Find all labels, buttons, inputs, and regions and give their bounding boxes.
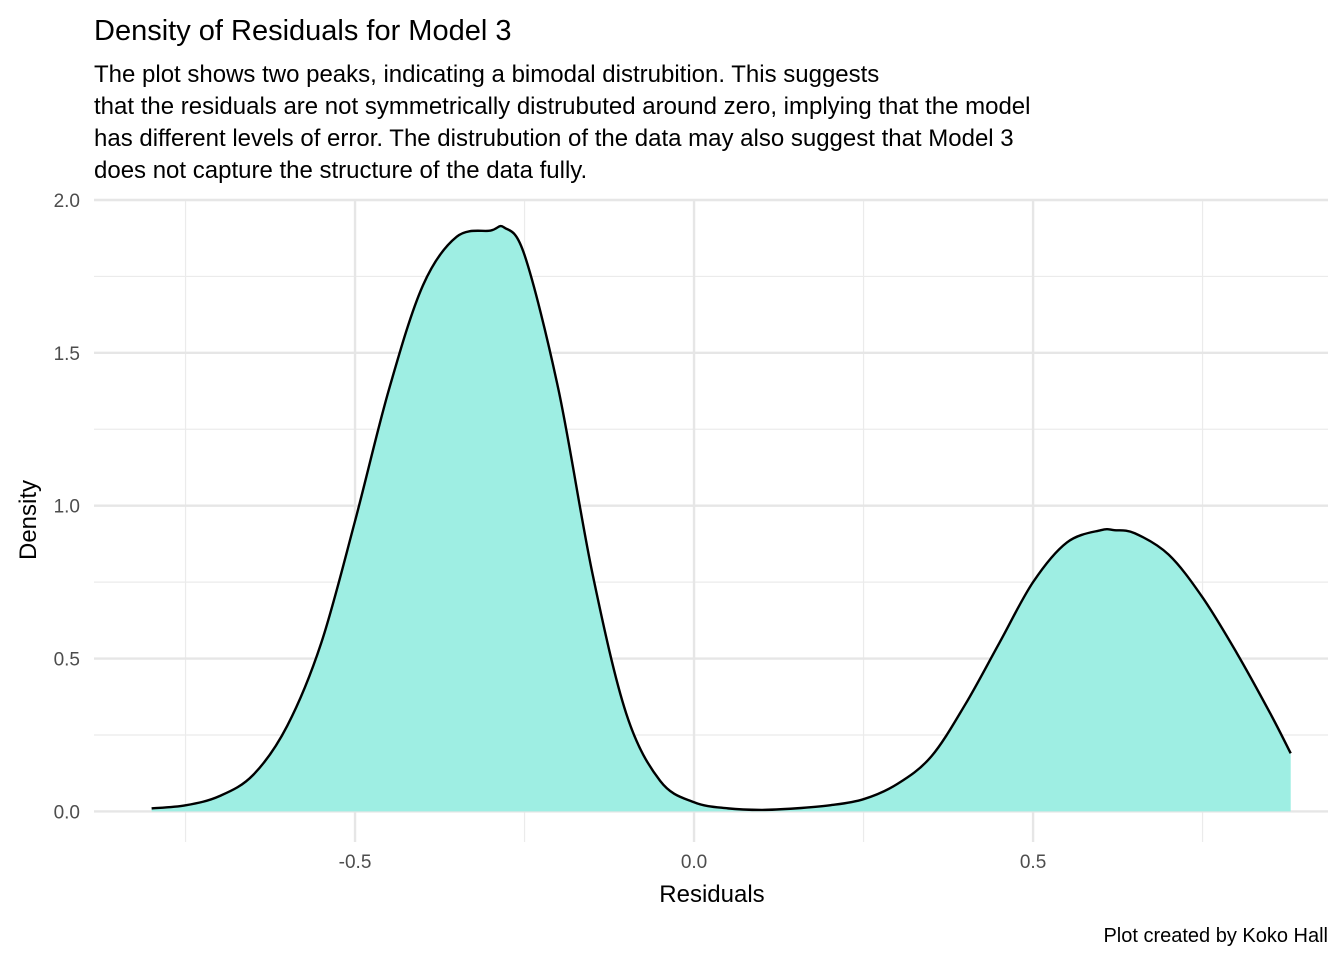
subtitle-line: does not capture the structure of the da… — [94, 157, 587, 184]
subtitle-line: that the residuals are not symmetrically… — [94, 93, 1030, 120]
density-area — [151, 226, 1291, 812]
chart-caption: Plot created by Koko Hall — [1103, 925, 1328, 947]
y-tick-label: 1.0 — [54, 497, 80, 518]
x-axis-ticks: -0.5 0.0 0.5 — [339, 852, 1047, 873]
subtitle-line: The plot shows two peaks, indicating a b… — [94, 61, 879, 88]
y-tick-label: 2.0 — [54, 191, 80, 212]
x-axis-label: Residuals — [659, 881, 764, 908]
chart-subtitle: The plot shows two peaks, indicating a b… — [94, 61, 1030, 184]
y-tick-label: 1.5 — [54, 344, 80, 365]
y-tick-label: 0.5 — [54, 650, 80, 671]
density-line — [151, 224, 1292, 812]
density-layer — [151, 224, 1292, 812]
x-tick-label: 0.0 — [681, 852, 707, 873]
chart-title: Density of Residuals for Model 3 — [94, 15, 511, 47]
y-axis-ticks: 0.0 0.5 1.0 1.5 2.0 — [54, 191, 80, 823]
y-axis-label: Density — [15, 480, 42, 560]
subtitle-line: has different levels of error. The distr… — [94, 125, 1014, 152]
x-tick-label: 0.5 — [1020, 852, 1046, 873]
x-tick-label: -0.5 — [339, 852, 372, 873]
y-tick-label: 0.0 — [54, 802, 80, 823]
